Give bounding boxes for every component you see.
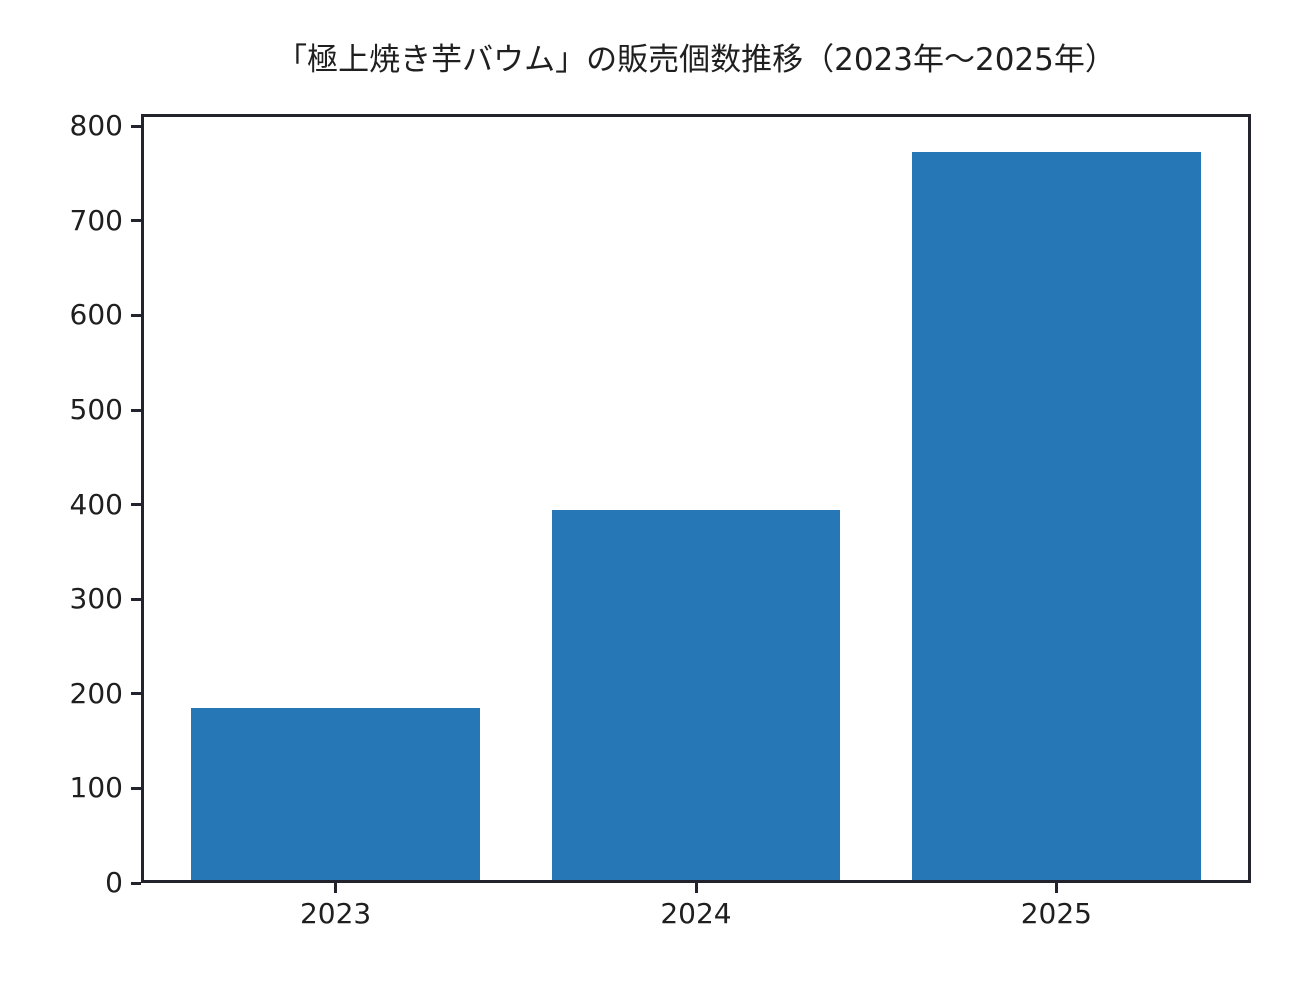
x-tick-label-2025: 2025 <box>1020 897 1092 930</box>
y-tick-mark-700 <box>131 219 141 223</box>
x-tick-label-2024: 2024 <box>660 897 732 930</box>
y-tick-mark-400 <box>131 503 141 507</box>
y-tick-label-300: 300 <box>69 582 123 616</box>
y-tick-mark-300 <box>131 597 141 601</box>
y-tick-label-200: 200 <box>69 676 123 710</box>
y-tick-label-100: 100 <box>69 771 123 805</box>
bar-2024 <box>551 510 841 883</box>
bar-2023 <box>191 708 480 883</box>
y-tick-mark-500 <box>131 408 141 412</box>
y-tick-mark-800 <box>131 124 141 128</box>
x-tick-mark-2025 <box>1054 883 1058 893</box>
x-tick-mark-2024 <box>694 883 698 893</box>
y-tick-mark-0 <box>131 881 141 885</box>
y-tick-mark-600 <box>131 313 141 317</box>
chart-title: 「極上焼き芋バウム」の販売個数推移（2023年～2025年） <box>276 42 1116 78</box>
y-tick-mark-200 <box>131 692 141 696</box>
x-tick-mark-2023 <box>334 883 338 893</box>
bar-2025 <box>912 151 1201 883</box>
y-tick-label-800: 800 <box>69 109 123 143</box>
y-tick-mark-100 <box>131 786 141 790</box>
y-tick-label-400: 400 <box>69 487 123 521</box>
y-tick-label-700: 700 <box>69 203 123 237</box>
y-tick-label-500: 500 <box>69 393 123 427</box>
x-tick-label-2023: 2023 <box>299 897 372 930</box>
bars-layer <box>141 114 1251 883</box>
y-tick-label-600: 600 <box>69 298 123 332</box>
y-tick-label-0: 0 <box>105 866 123 899</box>
